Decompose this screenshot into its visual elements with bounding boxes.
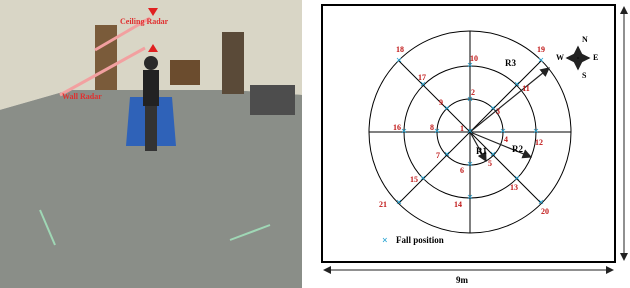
radius-label: R2	[512, 144, 523, 154]
fall-marker: ×	[467, 192, 473, 204]
node-label: 11	[522, 84, 530, 93]
node-label: 20	[541, 207, 549, 216]
fall-marker: ×	[533, 126, 539, 138]
fall-marker: ×	[396, 55, 402, 67]
nodes: ×1×2×3×4×5×6×7×8×9×10×11×12×13×14×15×16×…	[379, 45, 549, 216]
compass-south: S	[582, 71, 587, 80]
fall-marker: ×	[420, 173, 426, 185]
fall-marker: ×	[444, 103, 450, 115]
node-label: 2	[471, 88, 475, 97]
node-label: 16	[393, 123, 401, 132]
fall-marker: ×	[514, 79, 520, 91]
node-label: 5	[488, 159, 492, 168]
photo-label: Ceiling Radar	[120, 17, 169, 26]
photo-label: Wall Radar	[62, 92, 102, 101]
node-label: 1	[460, 124, 464, 133]
node-label: 18	[396, 45, 404, 54]
width-label: 9m	[456, 275, 469, 285]
node-label: 7	[436, 151, 440, 160]
node-label: 21	[379, 200, 387, 209]
node-label: 13	[510, 183, 518, 192]
node-label: 4	[504, 135, 508, 144]
legend-label: Fall position	[396, 235, 444, 245]
node-label: 9	[439, 98, 443, 107]
node-label: 10	[470, 54, 478, 63]
photo	[0, 0, 302, 288]
compass	[567, 47, 589, 69]
node-label: 6	[460, 166, 464, 175]
fall-marker: ×	[467, 159, 473, 171]
fall-marker: ×	[467, 126, 473, 138]
radius-label: R1	[476, 146, 487, 156]
node-label: 12	[535, 138, 543, 147]
node-label: 14	[454, 200, 462, 209]
radius-label: R3	[505, 58, 516, 68]
fall-marker: ×	[444, 149, 450, 161]
node-label: 8	[430, 123, 434, 132]
node-label: 3	[496, 107, 500, 116]
node-label: 17	[418, 73, 426, 82]
legend-marker: ×	[382, 235, 388, 246]
figure: Ceiling Radar Wall Radar R1 R2 R3 N S E …	[0, 0, 630, 288]
fall-marker: ×	[396, 197, 402, 209]
node-label: 15	[410, 175, 418, 184]
compass-west: W	[556, 53, 564, 62]
page: Ceiling Radar Wall Radar R1 R2 R3 N S E …	[0, 0, 630, 288]
compass-east: E	[593, 53, 598, 62]
fall-marker: ×	[538, 55, 544, 67]
node-label: 19	[537, 45, 545, 54]
compass-north: N	[582, 35, 588, 44]
fall-marker: ×	[401, 126, 407, 138]
fall-marker: ×	[434, 126, 440, 138]
